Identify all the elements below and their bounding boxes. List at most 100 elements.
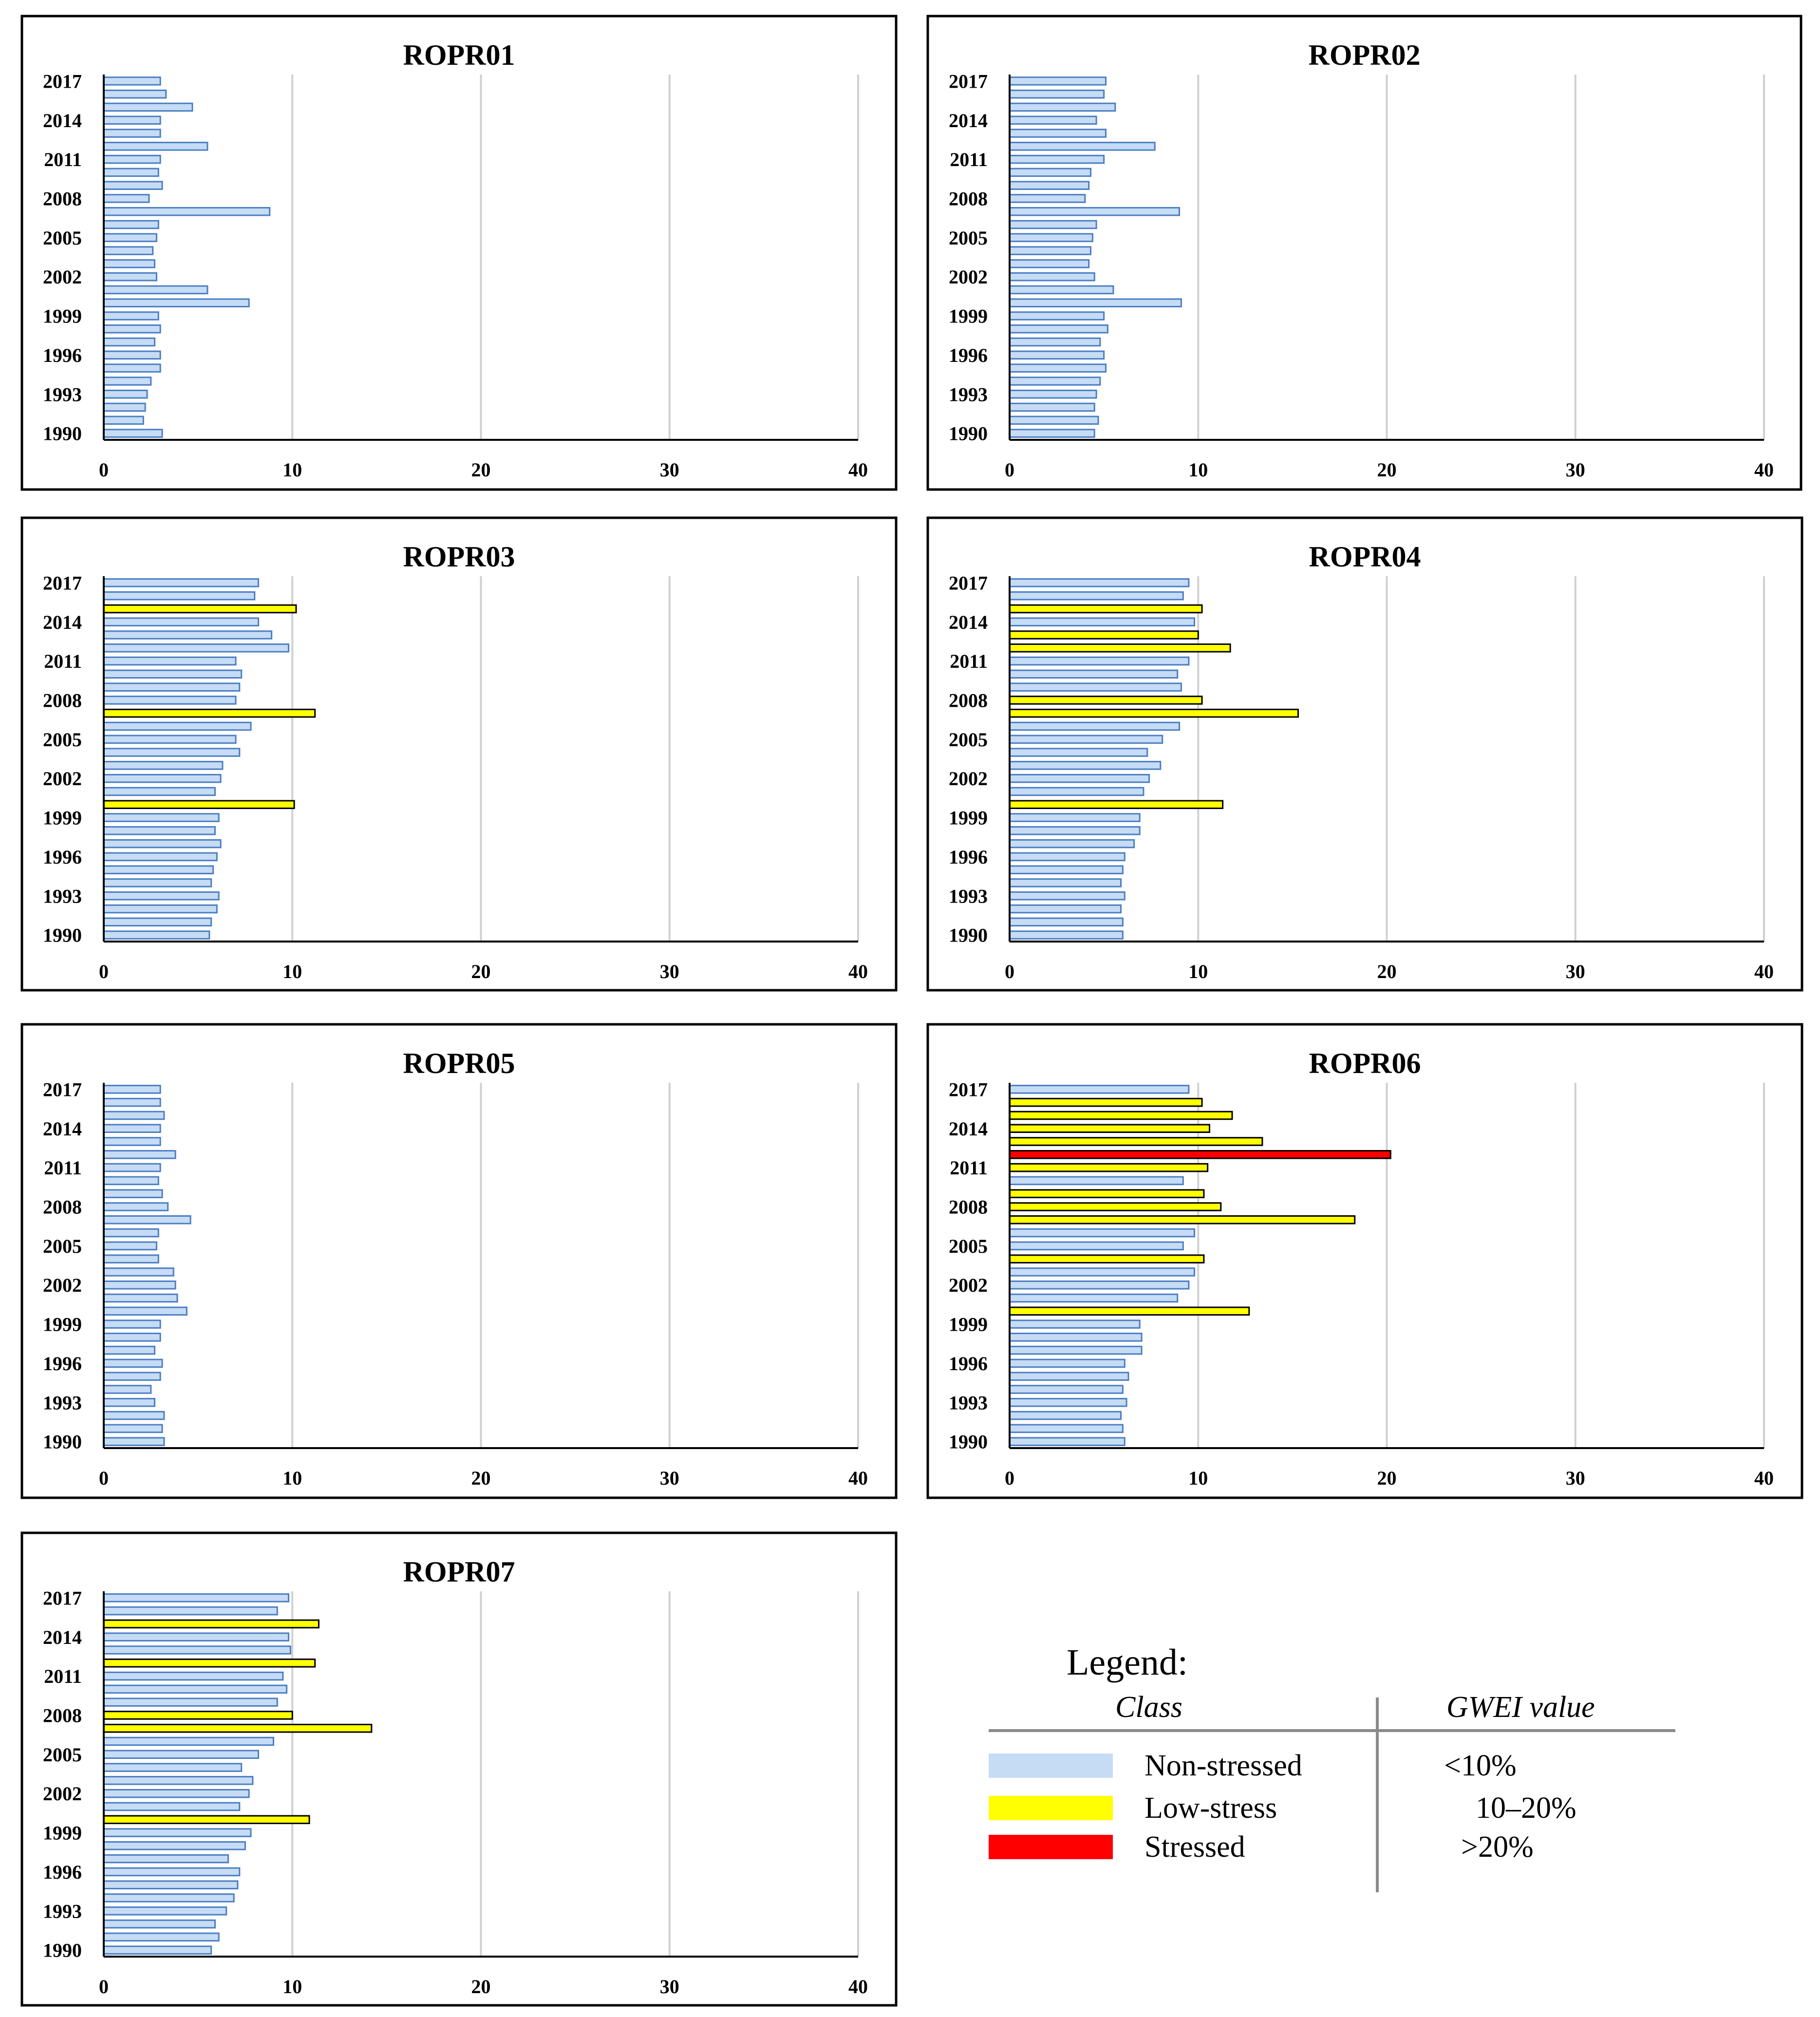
x-tick-label-ropr07-10: 10 bbox=[282, 1976, 302, 1998]
bar-ropr05-2016 bbox=[103, 1097, 161, 1107]
bar-ropr03-2005 bbox=[103, 735, 237, 744]
y-tick-label-ropr01-1990: 1990 bbox=[43, 423, 82, 445]
bar-ropr06-2001 bbox=[1009, 1293, 1179, 1303]
bar-ropr03-1999 bbox=[103, 813, 220, 822]
bar-ropr05-1994 bbox=[103, 1385, 152, 1394]
bar-ropr07-1996 bbox=[103, 1867, 241, 1877]
chart-title-ropr03: ROPR03 bbox=[403, 541, 515, 573]
bar-ropr06-2007 bbox=[1009, 1215, 1356, 1225]
y-tick-label-ropr01-2002: 2002 bbox=[43, 266, 82, 288]
bar-ropr07-2005 bbox=[103, 1750, 260, 1759]
bar-ropr01-2000 bbox=[103, 298, 250, 308]
bar-ropr07-1990 bbox=[103, 1945, 212, 1955]
y-tick-label-ropr03-2017: 2017 bbox=[43, 572, 82, 594]
x-tick-label-ropr03-0: 0 bbox=[99, 961, 109, 982]
y-tick-label-ropr02-2002: 2002 bbox=[949, 266, 988, 288]
bar-ropr01-2001 bbox=[103, 285, 208, 295]
bar-ropr03-2014 bbox=[103, 617, 260, 627]
bar-ropr06-1990 bbox=[1009, 1437, 1126, 1446]
bar-ropr02-2014 bbox=[1009, 115, 1097, 125]
bar-ropr06-1995 bbox=[1009, 1372, 1129, 1381]
bar-ropr02-2015 bbox=[1009, 102, 1116, 112]
bar-ropr04-1996 bbox=[1009, 852, 1126, 862]
x-tick-label-ropr05-0: 0 bbox=[99, 1467, 109, 1489]
y-tick-label-ropr01-2014: 2014 bbox=[43, 110, 82, 132]
bar-ropr07-2002 bbox=[103, 1789, 250, 1798]
bar-ropr02-2017 bbox=[1009, 76, 1107, 86]
bar-ropr03-1998 bbox=[103, 826, 216, 835]
bar-ropr06-1999 bbox=[1009, 1320, 1141, 1329]
bar-ropr01-1996 bbox=[103, 350, 161, 360]
chart-ropr03: ROPR03 0 10 20 30 40 2017 2014 2011 2008 2005 2002 1… bbox=[20, 516, 898, 992]
y-tick-label-ropr04-1990: 1990 bbox=[949, 924, 988, 946]
x-tick-label-ropr06-0: 0 bbox=[1005, 1467, 1014, 1489]
bar-ropr03-2013 bbox=[103, 630, 273, 640]
bar-ropr07-1994 bbox=[103, 1893, 235, 1903]
bar-ropr04-1994 bbox=[1009, 878, 1122, 887]
y-tick-label-ropr03-1990: 1990 bbox=[43, 924, 82, 946]
y-tick-label-ropr06-2002: 2002 bbox=[949, 1274, 988, 1296]
bar-ropr07-2006 bbox=[103, 1736, 275, 1746]
bar-ropr01-1992 bbox=[103, 402, 146, 412]
bar-ropr02-2011 bbox=[1009, 154, 1105, 164]
bar-ropr04-1990 bbox=[1009, 930, 1124, 940]
bar-ropr03-2012 bbox=[103, 643, 290, 653]
y-tick-label-ropr01-1993: 1993 bbox=[43, 383, 82, 405]
bar-ropr01-1999 bbox=[103, 311, 159, 320]
bar-ropr05-1995 bbox=[103, 1372, 161, 1381]
bar-ropr06-1996 bbox=[1009, 1358, 1126, 1368]
y-tick-label-ropr04-2008: 2008 bbox=[949, 689, 988, 711]
y-tick-label-ropr03-1993: 1993 bbox=[43, 885, 82, 907]
bar-ropr07-1995 bbox=[103, 1880, 239, 1889]
bar-ropr05-2017 bbox=[103, 1085, 161, 1094]
y-tick-label-ropr07-1990: 1990 bbox=[43, 1940, 82, 1961]
bar-ropr06-2010 bbox=[1009, 1176, 1184, 1186]
bar-ropr06-1993 bbox=[1009, 1397, 1127, 1407]
bar-ropr05-2008 bbox=[103, 1202, 169, 1211]
chart-title-ropr06: ROPR06 bbox=[1309, 1047, 1421, 1079]
y-tick-label-ropr07-2014: 2014 bbox=[43, 1626, 82, 1648]
bar-ropr02-2002 bbox=[1009, 272, 1095, 282]
bar-ropr04-1991 bbox=[1009, 917, 1124, 927]
bar-ropr03-2008 bbox=[103, 696, 237, 705]
y-tick-label-ropr01-1996: 1996 bbox=[43, 344, 82, 366]
chart-ropr01: ROPR01 0 10 20 30 40 2017 2014 2011 2008 2005 2002 1… bbox=[20, 15, 898, 491]
bar-ropr05-2005 bbox=[103, 1241, 157, 1251]
bar-ropr05-1990 bbox=[103, 1437, 165, 1446]
chart-frame-ropr05 bbox=[20, 1023, 898, 1499]
bar-ropr07-2007 bbox=[103, 1723, 373, 1733]
bar-ropr02-1991 bbox=[1009, 415, 1099, 425]
bar-ropr02-1999 bbox=[1009, 311, 1105, 320]
bar-ropr05-1991 bbox=[103, 1424, 163, 1433]
x-tick-label-ropr07-20: 20 bbox=[471, 1976, 491, 1998]
y-tick-label-ropr06-2014: 2014 bbox=[949, 1118, 988, 1140]
x-tick-label-ropr03-10: 10 bbox=[282, 961, 302, 982]
legend-range-stressed: >20% bbox=[1461, 1830, 1534, 1864]
y-tick-label-ropr05-2017: 2017 bbox=[43, 1078, 82, 1100]
bar-ropr06-1992 bbox=[1009, 1411, 1122, 1420]
legend-label-non-stressed: Non-stressed bbox=[1145, 1749, 1302, 1782]
bar-ropr01-1990 bbox=[103, 429, 163, 438]
bar-ropr03-2003 bbox=[103, 761, 224, 770]
bar-ropr07-1991 bbox=[103, 1932, 220, 1942]
bar-ropr04-2009 bbox=[1009, 682, 1182, 692]
y-tick-label-ropr07-2002: 2002 bbox=[43, 1783, 82, 1805]
legend-value-header: GWEI value bbox=[1446, 1691, 1595, 1724]
bar-ropr02-2016 bbox=[1009, 89, 1105, 99]
bar-ropr06-2005 bbox=[1009, 1241, 1184, 1251]
bar-ropr01-1994 bbox=[103, 377, 152, 386]
y-tick-label-ropr03-2008: 2008 bbox=[43, 689, 82, 711]
bar-ropr07-2017 bbox=[103, 1593, 290, 1602]
y-tick-label-ropr03-2002: 2002 bbox=[43, 768, 82, 790]
y-tick-label-ropr01-2005: 2005 bbox=[43, 227, 82, 249]
y-tick-label-ropr04-2002: 2002 bbox=[949, 768, 988, 790]
bar-ropr01-2010 bbox=[103, 168, 159, 177]
y-tick-label-ropr02-1996: 1996 bbox=[949, 344, 988, 366]
bar-ropr03-1994 bbox=[103, 878, 212, 887]
legend-item-low-stress: Low-stress 10–20% bbox=[989, 1791, 1695, 1825]
bar-ropr06-2013 bbox=[1009, 1137, 1263, 1146]
legend-header-rule bbox=[989, 1729, 1675, 1732]
bar-ropr03-1990 bbox=[103, 930, 210, 940]
bar-ropr06-2012 bbox=[1009, 1150, 1391, 1159]
y-tick-label-ropr06-2017: 2017 bbox=[949, 1078, 988, 1100]
